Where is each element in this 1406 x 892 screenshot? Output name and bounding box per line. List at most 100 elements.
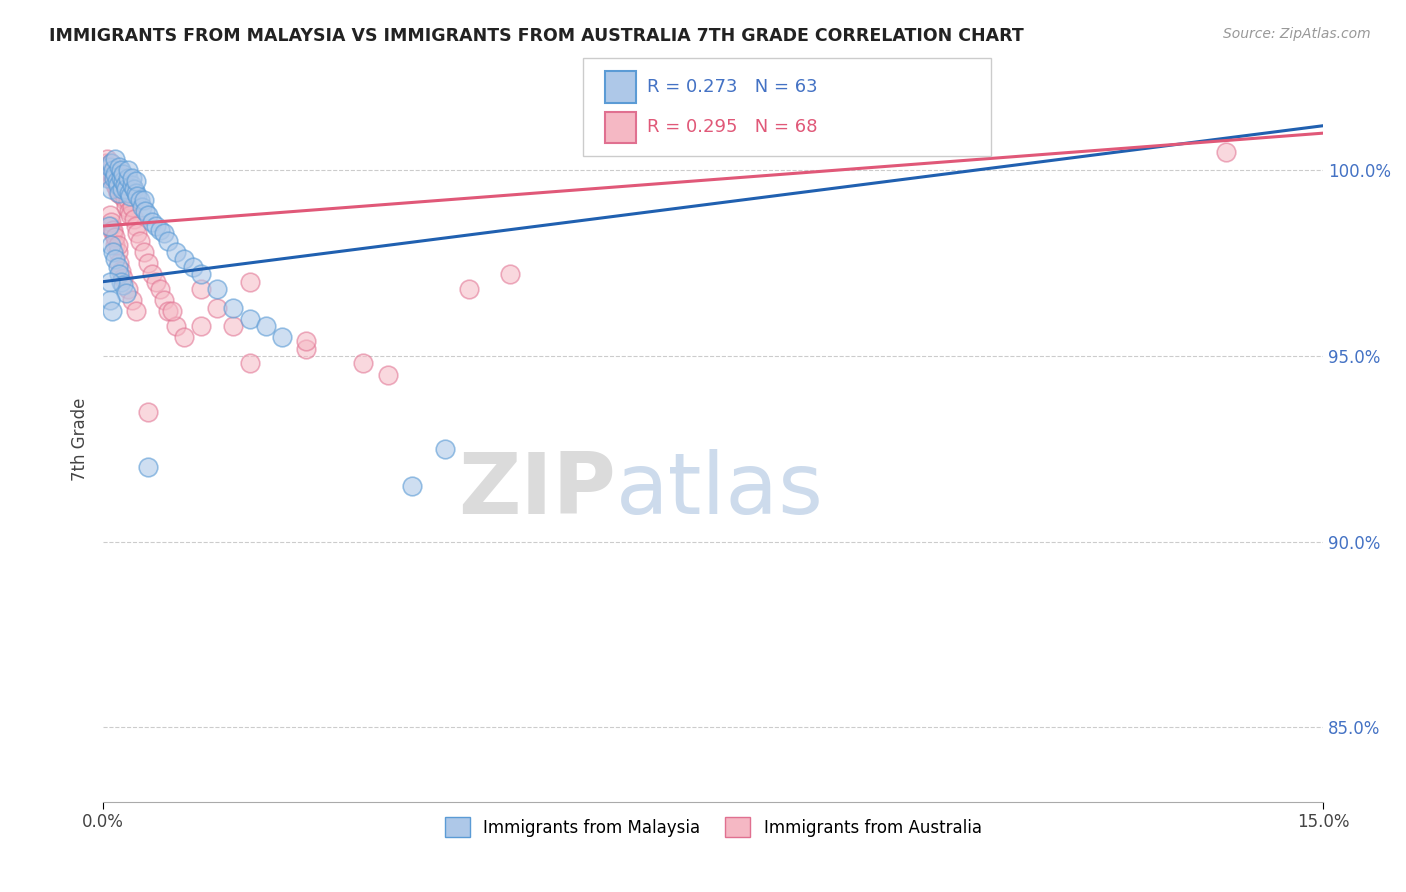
Point — [190, 282, 212, 296]
Point — [136, 208, 159, 222]
Point — [122, 211, 145, 226]
Point — [128, 193, 150, 207]
Point — [121, 178, 143, 193]
Point — [145, 219, 167, 233]
Point — [205, 282, 228, 296]
Point — [100, 293, 122, 308]
Point — [104, 152, 127, 166]
Point — [121, 170, 143, 185]
Point — [98, 275, 121, 289]
Point — [238, 311, 260, 326]
Point — [103, 170, 125, 185]
Point — [433, 442, 456, 456]
Point — [377, 368, 399, 382]
Point — [108, 186, 131, 200]
Point — [94, 156, 117, 170]
Point — [103, 170, 125, 185]
Point — [100, 237, 122, 252]
Point — [107, 260, 129, 274]
Point — [101, 223, 124, 237]
Point — [117, 193, 139, 207]
Point — [110, 163, 132, 178]
Text: atlas: atlas — [616, 449, 824, 532]
Point — [124, 186, 146, 200]
Point — [100, 215, 122, 229]
Point — [153, 227, 176, 241]
Point — [1215, 145, 1237, 159]
Point — [100, 182, 122, 196]
Point — [165, 319, 187, 334]
Point — [107, 186, 129, 200]
Point — [132, 244, 155, 259]
Point — [101, 227, 124, 241]
Point — [100, 167, 122, 181]
Point — [165, 244, 187, 259]
Point — [112, 278, 135, 293]
Point — [108, 267, 131, 281]
Point — [238, 356, 260, 370]
Point — [134, 204, 156, 219]
Point — [115, 201, 138, 215]
Point — [98, 170, 121, 185]
Point — [122, 182, 145, 196]
Text: ZIP: ZIP — [458, 449, 616, 532]
Point — [181, 260, 204, 274]
Point — [121, 201, 143, 215]
Point — [114, 193, 136, 207]
Point — [101, 244, 124, 259]
Point — [107, 244, 129, 259]
Point — [97, 160, 120, 174]
Point — [96, 152, 118, 166]
Point — [127, 189, 149, 203]
Point — [105, 182, 128, 196]
Point — [157, 234, 180, 248]
Point — [98, 208, 121, 222]
Point — [127, 227, 149, 241]
Point — [111, 182, 134, 196]
Point — [112, 174, 135, 188]
Point — [115, 182, 138, 196]
Point — [117, 282, 139, 296]
Point — [352, 356, 374, 370]
Point — [121, 293, 143, 308]
Point — [118, 204, 141, 219]
Point — [100, 156, 122, 170]
Point — [104, 252, 127, 267]
Point — [104, 230, 127, 244]
Point — [222, 319, 245, 334]
Point — [98, 160, 121, 174]
Point — [107, 178, 129, 193]
Point — [112, 167, 135, 181]
Text: Source: ZipAtlas.com: Source: ZipAtlas.com — [1223, 27, 1371, 41]
Point — [173, 252, 195, 267]
Point — [124, 174, 146, 188]
Point — [110, 275, 132, 289]
Point — [153, 293, 176, 308]
Point — [104, 237, 127, 252]
Point — [173, 330, 195, 344]
Point — [112, 178, 135, 193]
Point — [141, 215, 163, 229]
Point — [458, 282, 481, 296]
Point — [254, 319, 277, 334]
Text: R = 0.273   N = 63: R = 0.273 N = 63 — [647, 78, 817, 95]
Point — [295, 334, 318, 348]
Point — [108, 167, 131, 181]
Point — [114, 178, 136, 193]
Y-axis label: 7th Grade: 7th Grade — [72, 398, 89, 481]
Point — [98, 163, 121, 178]
Point — [145, 275, 167, 289]
Point — [499, 267, 522, 281]
Point — [132, 193, 155, 207]
Point — [124, 304, 146, 318]
Point — [110, 263, 132, 277]
Point — [149, 223, 172, 237]
Point — [101, 174, 124, 188]
Point — [104, 163, 127, 178]
Point — [117, 163, 139, 178]
Point — [131, 201, 153, 215]
Point — [136, 460, 159, 475]
Point — [295, 342, 318, 356]
Point — [190, 319, 212, 334]
Point — [118, 186, 141, 200]
